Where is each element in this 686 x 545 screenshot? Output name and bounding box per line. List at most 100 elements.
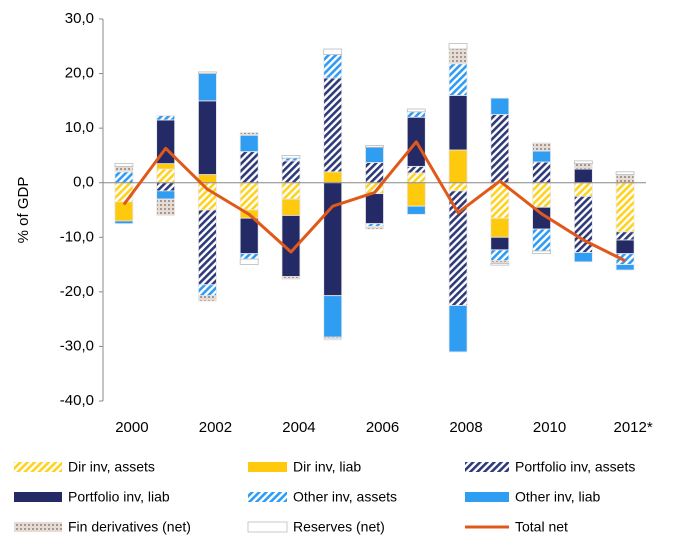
bar-segment	[532, 150, 551, 163]
x-tick-label: 2002	[199, 419, 232, 436]
bar-segment	[448, 149, 468, 184]
bar-segment	[532, 182, 551, 208]
legend-swatch	[465, 492, 509, 502]
x-tick-label: 2004	[282, 419, 315, 436]
y-tick-label: -40,0	[60, 392, 94, 409]
y-tick-label: 30,0	[65, 10, 94, 27]
bar-segment	[239, 182, 259, 211]
bar-segment	[323, 48, 343, 55]
bar-segment	[448, 48, 468, 65]
bar-segment	[490, 97, 510, 115]
legend-label: Dir inv, assets	[68, 459, 155, 475]
legend-swatch	[247, 521, 288, 533]
legend-label: Portfolio inv, liab	[68, 489, 170, 505]
bar-segment	[406, 205, 426, 215]
bar-segment	[406, 165, 426, 174]
x-tick-label: 2012*	[614, 419, 653, 436]
bar-segment	[448, 95, 468, 151]
bar-segment	[114, 220, 134, 225]
legend-label: Other inv, assets	[293, 489, 397, 505]
bar-segment	[281, 157, 301, 162]
bar-segment	[239, 253, 259, 260]
y-tick-label: -30,0	[60, 337, 94, 354]
bar-segment	[448, 305, 468, 353]
bar-segment	[198, 182, 217, 211]
bar-segment	[281, 155, 301, 159]
bar-segment	[365, 145, 384, 148]
y-tick-label: -10,0	[60, 228, 94, 245]
bar-segment	[323, 295, 343, 338]
bar-segment	[198, 73, 217, 102]
bar-segment	[406, 172, 426, 184]
x-tick-label: 2006	[366, 419, 399, 436]
bar-segment	[114, 201, 134, 222]
x-tick-label: 2008	[449, 419, 482, 436]
legend-label: Fin derivatives (net)	[68, 519, 191, 535]
bar-segment	[615, 171, 635, 175]
bar-segment	[490, 217, 510, 238]
bar-segment	[239, 258, 259, 265]
bar-segment	[406, 182, 426, 207]
legend-label: Reserves (net)	[293, 519, 385, 535]
legend-swatch	[14, 462, 62, 472]
bar-segment	[281, 182, 301, 200]
legend-label: Dir inv, liab	[293, 459, 361, 475]
bar-segment	[615, 174, 635, 184]
y-tick-label: 0,0	[73, 174, 94, 191]
bar-segment	[281, 198, 301, 216]
bar-segment	[156, 190, 176, 200]
bar-segment	[114, 171, 134, 184]
bar-segment	[323, 54, 343, 79]
bar-segment	[323, 336, 343, 341]
bar-segment	[615, 182, 635, 233]
bar-segment	[281, 160, 301, 184]
bar-segment	[573, 163, 593, 170]
bar-segment	[448, 43, 468, 50]
bar-segment	[448, 63, 468, 96]
bar-segment	[490, 236, 510, 251]
bar-segment	[198, 100, 217, 175]
bar-segment	[114, 165, 134, 173]
bar-segment	[573, 182, 593, 197]
bar-segment	[323, 182, 343, 297]
bar-segment	[532, 161, 551, 184]
bar-segment	[239, 134, 259, 153]
bar-segment	[365, 193, 384, 225]
bar-segment	[615, 239, 635, 255]
legend-swatch	[248, 462, 287, 472]
bar-segment	[406, 111, 426, 118]
bar-segment	[490, 260, 510, 264]
bar-segment	[490, 263, 510, 266]
bar-segment	[490, 182, 510, 219]
bar-segment	[156, 168, 176, 184]
x-tick-label: 2000	[115, 419, 148, 436]
legend-swatch	[248, 492, 287, 502]
bar-segment	[573, 160, 593, 165]
bar-segment	[198, 295, 217, 302]
bar-segment	[323, 171, 343, 184]
legend-swatch	[14, 492, 62, 502]
y-tick-label: 20,0	[65, 65, 94, 82]
bar-segment	[114, 163, 134, 167]
bar-segment	[365, 225, 384, 230]
y-axis-title: % of GDP	[15, 177, 32, 244]
bar-segment	[365, 162, 384, 184]
legend-label: Portfolio inv, assets	[515, 459, 635, 475]
bar-segment	[198, 209, 217, 286]
bar-segment	[323, 77, 343, 173]
bar-segment	[490, 114, 510, 184]
bar-segment	[615, 264, 635, 271]
y-tick-label: -20,0	[60, 283, 94, 300]
total-line	[122, 140, 626, 263]
bar-segment	[239, 132, 259, 136]
bar-segment	[448, 182, 468, 192]
bar-segment	[156, 198, 176, 216]
bar-segment	[114, 182, 134, 203]
bar-segment	[532, 228, 551, 252]
bar-segment	[490, 249, 510, 262]
x-tick-label: 2010	[533, 419, 566, 436]
bar-segment	[281, 276, 301, 280]
bar-segment	[573, 168, 593, 184]
